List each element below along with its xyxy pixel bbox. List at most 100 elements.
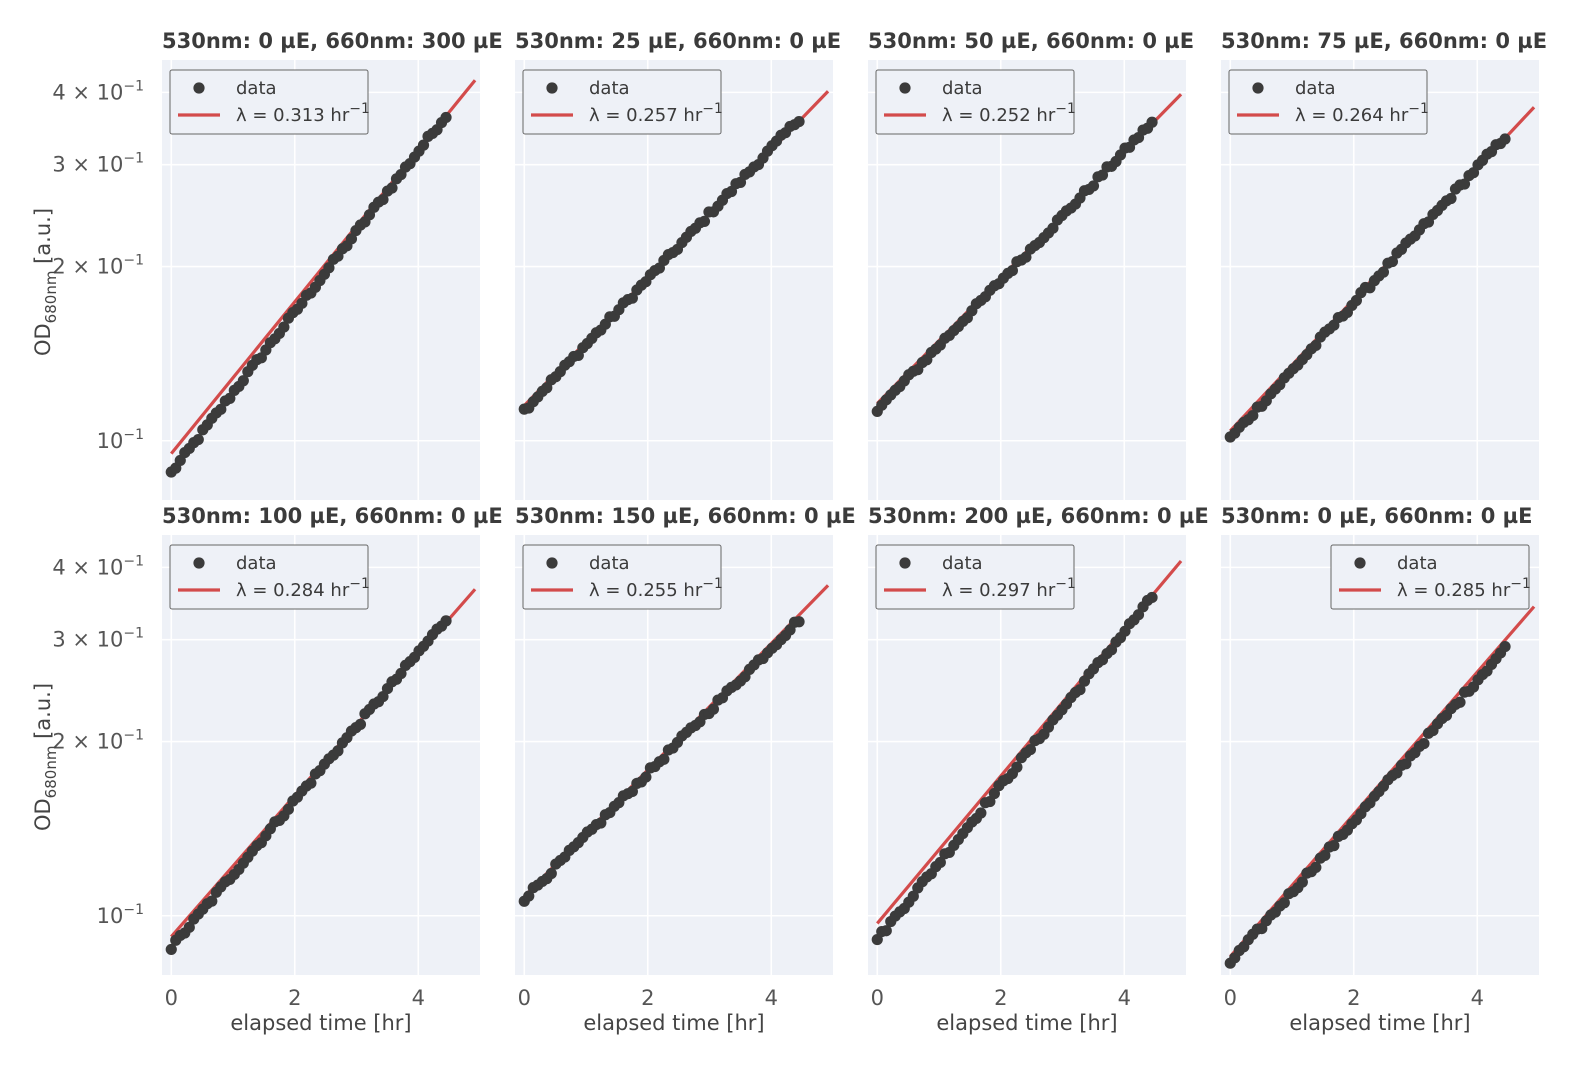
data-point bbox=[1096, 169, 1109, 181]
legend-data-marker bbox=[1354, 557, 1366, 569]
subplot-title: 530nm: 75 µE, 660nm: 0 µE bbox=[1221, 29, 1547, 53]
legend-box bbox=[522, 544, 722, 610]
data-point bbox=[1454, 696, 1466, 708]
legend-fit-label: λ = 0.255 hr−1 bbox=[589, 576, 723, 601]
data-point bbox=[354, 718, 367, 730]
x-tick-label: 0 bbox=[1224, 986, 1237, 1010]
x-tick-label: 2 bbox=[288, 986, 301, 1010]
x-tick-label: 4 bbox=[765, 986, 778, 1010]
legend-fit-label: λ = 0.285 hr−1 bbox=[1397, 576, 1531, 601]
data-point bbox=[1377, 266, 1390, 278]
y-tick-label: 4 × 10−1 bbox=[52, 78, 144, 104]
data-point bbox=[165, 943, 177, 956]
y-axis-label-top: OD680nm [a.u.] bbox=[31, 208, 60, 356]
data-point bbox=[1499, 640, 1511, 653]
x-axis-label: elapsed time [hr] bbox=[936, 1011, 1117, 1035]
legend-data-marker bbox=[546, 82, 558, 94]
y-tick-label: 3 × 10−1 bbox=[52, 626, 144, 652]
legend-fit-label: λ = 0.284 hr−1 bbox=[236, 576, 370, 601]
x-tick-label: 2 bbox=[994, 986, 1007, 1010]
legend-box bbox=[169, 69, 369, 135]
y-tick-label: 10−1 bbox=[97, 902, 144, 928]
x-tick-label: 4 bbox=[1471, 986, 1484, 1010]
data-points bbox=[518, 116, 805, 415]
y-tick-label: 3 × 10−1 bbox=[52, 151, 144, 177]
x-tick-label: 2 bbox=[1347, 986, 1360, 1010]
subplot-title: 530nm: 150 µE, 660nm: 0 µE bbox=[515, 504, 856, 528]
legend-fit-label: λ = 0.297 hr−1 bbox=[942, 576, 1076, 601]
y-tick-label: 2 × 10−1 bbox=[52, 253, 144, 279]
legend-fit-label: λ = 0.313 hr−1 bbox=[236, 101, 370, 126]
x-axis-label: elapsed time [hr] bbox=[583, 1011, 764, 1035]
legend-data-label: data bbox=[589, 78, 630, 99]
subplot-title: 530nm: 0 µE, 660nm: 0 µE bbox=[1221, 504, 1532, 528]
data-point bbox=[1006, 264, 1018, 277]
data-point bbox=[523, 890, 535, 902]
data-point bbox=[1296, 876, 1308, 888]
x-tick-label: 0 bbox=[518, 986, 531, 1010]
subplot-title: 530nm: 200 µE, 660nm: 0 µE bbox=[868, 504, 1209, 528]
legend-data-label: data bbox=[236, 553, 277, 574]
data-point bbox=[1247, 409, 1259, 422]
data-point bbox=[1146, 591, 1158, 604]
data-point bbox=[698, 215, 711, 227]
data-point bbox=[1418, 737, 1430, 750]
data-point bbox=[1024, 743, 1037, 756]
x-axis-label: elapsed time [hr] bbox=[230, 1011, 411, 1035]
legend-data-label: data bbox=[1295, 78, 1336, 99]
data-point bbox=[282, 803, 294, 815]
data-point bbox=[793, 116, 805, 128]
data-point bbox=[305, 777, 317, 789]
data-point bbox=[1278, 897, 1290, 909]
data-points bbox=[1224, 640, 1511, 969]
data-point bbox=[1458, 178, 1471, 190]
legend-data-marker bbox=[546, 557, 558, 569]
data-point bbox=[278, 321, 290, 333]
x-axis-label: elapsed time [hr] bbox=[1289, 1011, 1470, 1035]
y-axis-label-bottom: OD680nm [a.u.] bbox=[31, 683, 60, 831]
legend-box bbox=[1228, 69, 1428, 135]
data-point bbox=[440, 111, 452, 124]
data-point bbox=[1310, 339, 1322, 352]
data-point bbox=[626, 292, 638, 304]
data-point bbox=[1011, 761, 1023, 773]
data-point bbox=[1047, 222, 1059, 234]
data-points bbox=[1224, 133, 1511, 443]
data-point bbox=[1074, 684, 1086, 696]
legend-data-label: data bbox=[589, 553, 630, 574]
data-point bbox=[192, 433, 204, 446]
x-tick-label: 0 bbox=[871, 986, 884, 1010]
data-point bbox=[880, 925, 892, 937]
data-point bbox=[707, 703, 720, 715]
data-points bbox=[165, 111, 452, 478]
data-point bbox=[640, 771, 652, 783]
legend-data-label: data bbox=[236, 78, 277, 99]
data-point bbox=[440, 615, 452, 627]
data-point bbox=[386, 182, 398, 194]
y-tick-label: 4 × 10−1 bbox=[52, 553, 144, 579]
y-tick-label: 10−1 bbox=[97, 427, 144, 453]
x-tick-label: 2 bbox=[641, 986, 654, 1010]
data-point bbox=[1087, 180, 1100, 192]
data-point bbox=[1445, 192, 1457, 205]
data-point bbox=[793, 616, 805, 628]
data-point bbox=[1319, 849, 1331, 862]
legend-data-marker bbox=[193, 82, 205, 94]
data-point bbox=[595, 817, 607, 829]
data-points bbox=[871, 591, 1158, 946]
legend-data-marker bbox=[899, 557, 911, 569]
legend-data-marker bbox=[899, 82, 911, 94]
data-point bbox=[934, 856, 946, 869]
